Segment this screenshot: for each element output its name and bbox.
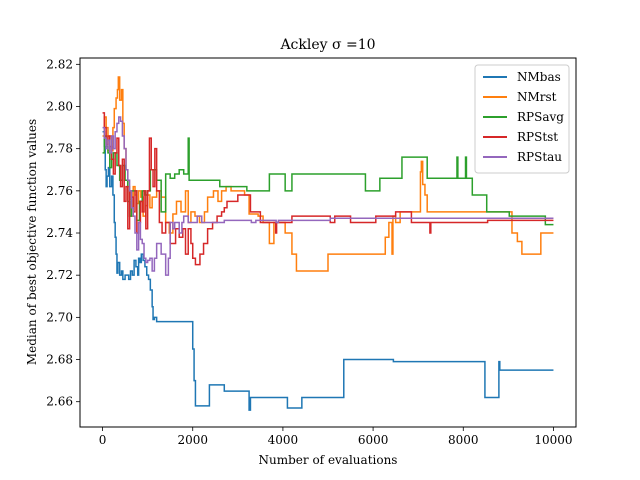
chart-title: Ackley σ =10 [279, 37, 375, 53]
y-axis-label: Median of best objective function values [25, 119, 39, 365]
x-axis-label: Number of evaluations [259, 453, 398, 467]
y-tick-label: 2.80 [46, 99, 73, 113]
x-tick-label: 6000 [358, 433, 389, 447]
y-tick-label: 2.72 [46, 268, 73, 282]
y-tick-label: 2.74 [46, 226, 73, 240]
y-tick-label: 2.76 [46, 184, 73, 198]
y-axis: 2.66 2.68 2.70 2.72 2.74 2.76 2.78 2.80 2.82 [46, 57, 80, 409]
y-tick-label: 2.78 [46, 142, 73, 156]
y-tick-label: 2.66 [46, 395, 73, 409]
series-line-nmbas [102, 131, 554, 411]
x-tick-label: 10000 [534, 433, 572, 447]
legend-label-nmrst: NMrst [517, 90, 557, 104]
legend: NMbas NMrst RPSavg RPStst RPStau [474, 64, 570, 174]
plot-frame [79, 57, 577, 428]
x-tick-label: 8000 [448, 433, 479, 447]
y-tick-label: 2.68 [46, 353, 73, 367]
series-line-rpstau [102, 116, 554, 276]
x-tick-label: 4000 [268, 433, 299, 447]
x-tick-label: 0 [99, 433, 107, 447]
legend-label-rpsavg: RPSavg [517, 110, 564, 124]
x-tick-label: 2000 [177, 433, 208, 447]
x-axis: 0 2000 4000 6000 8000 10000 [99, 427, 573, 447]
legend-box [474, 64, 570, 174]
y-tick-label: 2.70 [46, 310, 73, 324]
y-tick-label: 2.82 [46, 57, 73, 71]
series-layer [102, 76, 554, 411]
legend-label-rpstau: RPStau [517, 150, 562, 164]
legend-label-rpstst: RPStst [517, 130, 558, 144]
legend-label-nmbas: NMbas [517, 70, 561, 84]
